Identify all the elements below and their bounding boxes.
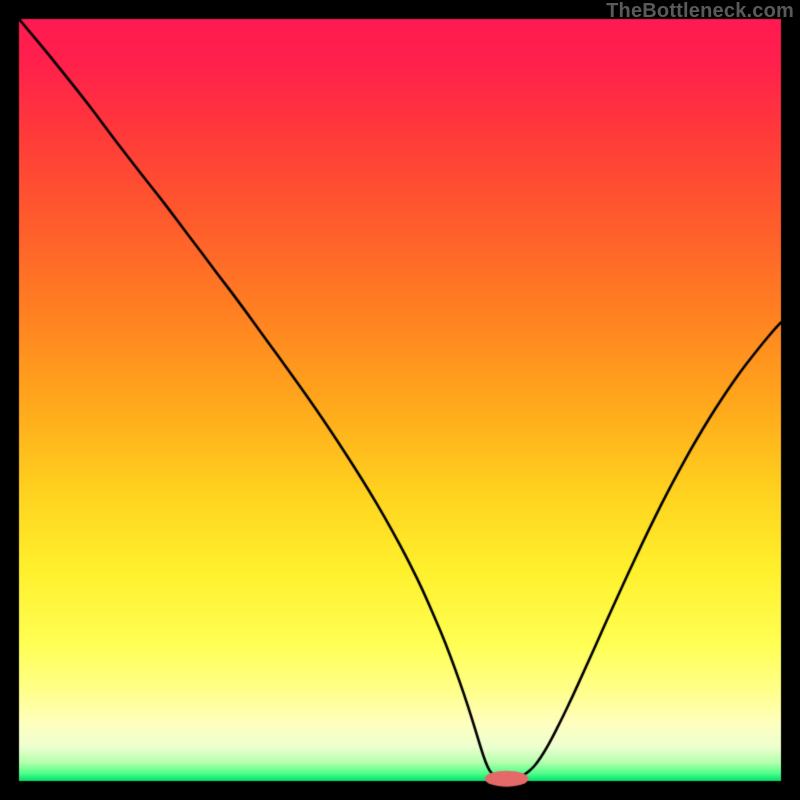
- bottleneck-curve-canvas: [0, 0, 800, 800]
- attribution-watermark: TheBottleneck.com: [606, 0, 794, 23]
- chart-container: TheBottleneck.com: [0, 0, 800, 800]
